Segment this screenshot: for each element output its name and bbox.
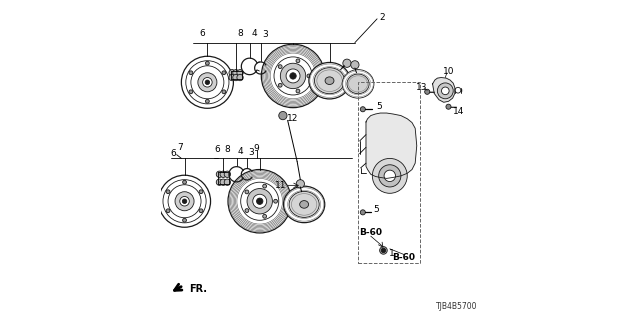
- Ellipse shape: [309, 62, 350, 99]
- Circle shape: [237, 74, 243, 81]
- Circle shape: [205, 80, 210, 84]
- Text: TJB4B5700: TJB4B5700: [436, 302, 477, 311]
- Circle shape: [229, 74, 236, 81]
- Ellipse shape: [284, 186, 324, 223]
- Circle shape: [442, 87, 449, 95]
- Circle shape: [247, 188, 273, 214]
- Ellipse shape: [300, 201, 308, 208]
- Circle shape: [379, 165, 401, 187]
- Circle shape: [233, 74, 239, 81]
- Circle shape: [307, 74, 311, 78]
- Circle shape: [203, 77, 212, 87]
- Circle shape: [189, 90, 193, 94]
- Circle shape: [343, 59, 351, 68]
- Circle shape: [182, 218, 186, 222]
- Text: 5: 5: [374, 205, 380, 214]
- Circle shape: [224, 179, 230, 185]
- Circle shape: [381, 248, 386, 252]
- Circle shape: [372, 158, 407, 193]
- Text: 7: 7: [177, 143, 182, 152]
- Text: 13: 13: [416, 84, 428, 92]
- Circle shape: [220, 171, 227, 178]
- Text: 5: 5: [376, 102, 381, 111]
- Circle shape: [253, 194, 267, 208]
- Circle shape: [199, 190, 203, 194]
- Circle shape: [220, 179, 227, 185]
- Text: 4: 4: [252, 28, 257, 38]
- Text: 6: 6: [200, 28, 205, 38]
- Circle shape: [216, 171, 223, 178]
- Ellipse shape: [342, 69, 374, 98]
- Text: 2: 2: [379, 13, 385, 22]
- Text: B-60: B-60: [359, 228, 382, 237]
- Circle shape: [351, 61, 359, 69]
- Text: FR.: FR.: [189, 284, 207, 294]
- Polygon shape: [433, 77, 455, 102]
- Circle shape: [222, 71, 226, 75]
- Circle shape: [263, 184, 266, 188]
- Circle shape: [278, 65, 282, 68]
- Circle shape: [245, 209, 249, 212]
- Text: 11: 11: [275, 181, 286, 190]
- Text: 12: 12: [287, 114, 298, 123]
- Ellipse shape: [325, 77, 334, 84]
- Circle shape: [279, 111, 287, 120]
- Text: 4: 4: [238, 147, 243, 156]
- Circle shape: [296, 89, 300, 93]
- Circle shape: [175, 192, 194, 211]
- Text: 9: 9: [253, 144, 259, 153]
- Circle shape: [360, 210, 365, 215]
- Circle shape: [437, 83, 453, 99]
- Circle shape: [286, 69, 300, 83]
- Circle shape: [182, 199, 187, 204]
- Circle shape: [228, 170, 291, 233]
- Circle shape: [245, 190, 249, 194]
- Text: 1: 1: [388, 249, 394, 258]
- Circle shape: [380, 247, 387, 254]
- Circle shape: [257, 198, 263, 204]
- Ellipse shape: [314, 68, 344, 94]
- Circle shape: [205, 61, 209, 65]
- Text: 6: 6: [214, 145, 220, 154]
- Circle shape: [180, 196, 189, 206]
- Circle shape: [216, 179, 223, 185]
- Text: 8: 8: [238, 28, 244, 38]
- Circle shape: [425, 89, 429, 94]
- Circle shape: [263, 214, 266, 218]
- Text: 3: 3: [248, 148, 254, 157]
- Circle shape: [237, 69, 243, 76]
- Circle shape: [224, 171, 230, 178]
- Text: 10: 10: [443, 67, 454, 76]
- Circle shape: [455, 87, 461, 93]
- Text: 14: 14: [453, 107, 464, 116]
- Text: 3: 3: [262, 30, 268, 39]
- Circle shape: [384, 170, 396, 181]
- Circle shape: [222, 90, 226, 94]
- Circle shape: [182, 180, 186, 184]
- Circle shape: [360, 107, 365, 112]
- Circle shape: [198, 73, 217, 92]
- Circle shape: [261, 44, 324, 108]
- Circle shape: [280, 63, 306, 89]
- Ellipse shape: [347, 74, 369, 94]
- Text: 6: 6: [171, 149, 176, 158]
- Circle shape: [205, 100, 209, 103]
- Circle shape: [233, 69, 239, 76]
- Text: 8: 8: [224, 145, 230, 154]
- Bar: [358, 82, 420, 263]
- Circle shape: [296, 180, 305, 188]
- Circle shape: [189, 71, 193, 75]
- Circle shape: [229, 69, 236, 76]
- Circle shape: [274, 199, 278, 203]
- Circle shape: [199, 209, 203, 213]
- Circle shape: [166, 190, 170, 194]
- Circle shape: [446, 104, 451, 109]
- Circle shape: [290, 73, 296, 79]
- Text: B-60: B-60: [392, 253, 415, 262]
- Circle shape: [296, 59, 300, 63]
- Polygon shape: [366, 113, 417, 178]
- Circle shape: [166, 209, 170, 213]
- Circle shape: [278, 83, 282, 87]
- Ellipse shape: [289, 191, 319, 217]
